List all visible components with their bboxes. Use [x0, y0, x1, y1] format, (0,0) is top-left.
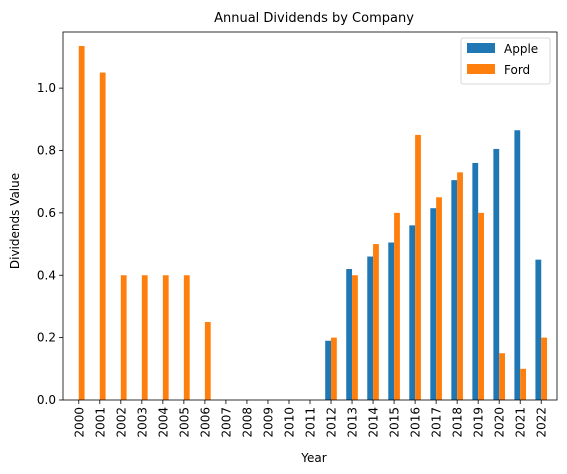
y-axis-label: Dividends Value [8, 173, 22, 269]
legend-label-apple: Apple [504, 42, 538, 56]
x-tick-label-2005: 2005 [177, 407, 191, 438]
bar-apple-2017 [430, 208, 436, 400]
x-tick-label-2022: 2022 [535, 407, 549, 438]
x-tick-label-2016: 2016 [409, 407, 423, 438]
bar-ford-2018 [457, 172, 463, 400]
x-tick-label-2011: 2011 [304, 407, 318, 438]
bar-ford-2001 [100, 73, 106, 400]
y-axis-ticks: 0.0 0.2 0.4 0.6 0.8 1.0 [37, 81, 63, 407]
x-tick-label-2008: 2008 [240, 407, 254, 438]
x-tick-label-2002: 2002 [114, 407, 128, 438]
bar-ford-2021 [520, 369, 526, 400]
x-tick-label-2017: 2017 [430, 407, 444, 438]
x-tick-label-2001: 2001 [93, 407, 107, 438]
bar-ford-2006 [205, 322, 211, 400]
bar-ford-2012 [331, 338, 337, 400]
x-tick-label-2018: 2018 [451, 407, 465, 438]
bar-apple-2019 [472, 163, 478, 400]
bar-ford-2002 [121, 275, 127, 400]
x-tick-label-2015: 2015 [388, 407, 402, 438]
legend-swatch-ford [467, 64, 495, 74]
y-tick-label: 0.0 [37, 393, 56, 407]
x-tick-label-2019: 2019 [472, 407, 486, 438]
bar-ford-2013 [352, 275, 358, 400]
legend: Apple Ford [461, 38, 550, 84]
y-tick-label: 0.6 [37, 206, 56, 220]
x-tick-label-2003: 2003 [135, 407, 149, 438]
bar-ford-2004 [163, 275, 169, 400]
legend-swatch-apple [467, 43, 495, 53]
bar-apple-2020 [493, 149, 499, 400]
y-tick-label: 1.0 [37, 81, 56, 95]
bar-apple-2021 [514, 130, 520, 400]
x-tick-label-2013: 2013 [346, 407, 360, 438]
bar-ford-2020 [499, 353, 505, 400]
bar-ford-2017 [436, 197, 442, 400]
bar-ford-2019 [478, 213, 484, 400]
bar-apple-2015 [388, 243, 394, 400]
x-axis-label: Year [300, 451, 326, 465]
y-tick-label: 0.2 [37, 331, 56, 345]
chart-title: Annual Dividends by Company [214, 11, 414, 26]
bars-group [79, 46, 547, 400]
bar-ford-2014 [373, 244, 379, 400]
x-tick-label-2020: 2020 [493, 407, 507, 438]
bar-ford-2005 [184, 275, 190, 400]
legend-label-ford: Ford [504, 63, 530, 77]
x-tick-label-2000: 2000 [72, 407, 86, 438]
x-tick-label-2021: 2021 [514, 407, 528, 438]
x-tick-label-2010: 2010 [282, 407, 296, 438]
x-tick-label-2007: 2007 [219, 407, 233, 438]
bar-apple-2014 [367, 257, 373, 400]
bar-ford-2000 [79, 46, 85, 400]
y-tick-label: 0.8 [37, 144, 56, 158]
bar-apple-2022 [535, 260, 541, 400]
y-tick-label: 0.4 [37, 268, 56, 282]
x-tick-label-2009: 2009 [261, 407, 275, 438]
x-tick-label-2004: 2004 [156, 407, 170, 438]
bar-ford-2003 [142, 275, 148, 400]
bar-apple-2018 [451, 180, 457, 400]
bar-ford-2016 [415, 135, 421, 400]
x-tick-label-2012: 2012 [325, 407, 339, 438]
x-axis-ticks: 2000 2001 2002 2003 2004 2005 2006 2007 2008 2009… [72, 400, 548, 438]
x-tick-label-2006: 2006 [198, 407, 212, 438]
bar-ford-2022 [541, 338, 547, 400]
bar-apple-2013 [346, 269, 352, 400]
bar-apple-2012 [325, 341, 331, 400]
x-tick-label-2014: 2014 [367, 407, 381, 438]
bar-apple-2016 [409, 225, 415, 400]
bar-ford-2015 [394, 213, 400, 400]
